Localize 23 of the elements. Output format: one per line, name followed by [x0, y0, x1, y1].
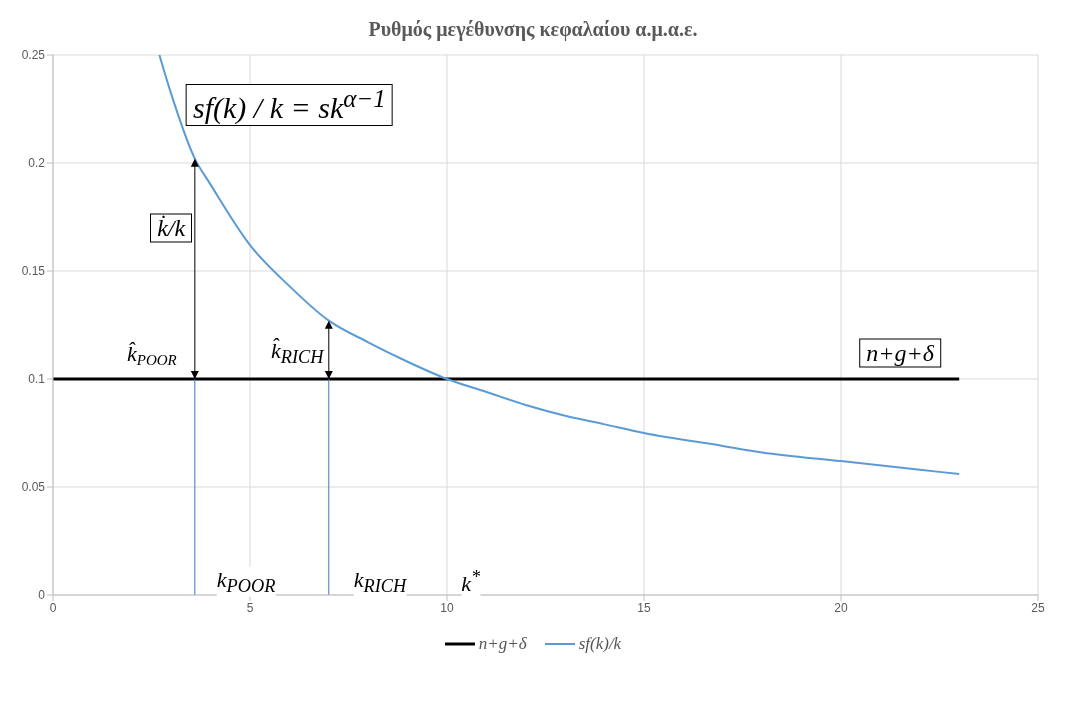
- annotation: sf(k) / k = sk$^{α−1}$: [186, 83, 393, 126]
- y-tick-label: 0.25: [21, 48, 46, 63]
- y-tick-label: 0.05: [21, 480, 46, 495]
- y-tick-label: 0.1: [28, 372, 46, 387]
- chart-title: Ρυθμός μεγέθυνσης κεφαλαίου α.μ.α.ε.: [367, 17, 699, 43]
- x-tick-label: 25: [1031, 600, 1045, 615]
- x-tick-label: 15: [637, 600, 651, 615]
- annotation: k$^{*}$: [461, 566, 481, 598]
- annotation: k$_{RICH}$: [353, 566, 407, 598]
- annotation: k$_{POOR}$: [216, 566, 276, 598]
- y-tick-label: 0.2: [28, 156, 46, 171]
- x-tick-label: 0: [49, 600, 57, 615]
- annotation: k̂$_{RICH}$: [271, 337, 324, 369]
- x-tick-label: 10: [440, 600, 454, 615]
- annotation: k̂$_{POOR}$: [126, 341, 177, 368]
- x-tick-label: 5: [246, 600, 254, 615]
- y-tick-label: 0: [38, 588, 46, 603]
- legend-label: n+g+δ: [478, 634, 527, 654]
- annotation: k̇/k: [150, 213, 193, 243]
- legend-label: sf(k)/k: [578, 634, 622, 654]
- x-tick-label: 20: [834, 600, 848, 615]
- y-tick-label: 0.15: [21, 264, 46, 279]
- annotation: n+g+δ: [859, 338, 941, 368]
